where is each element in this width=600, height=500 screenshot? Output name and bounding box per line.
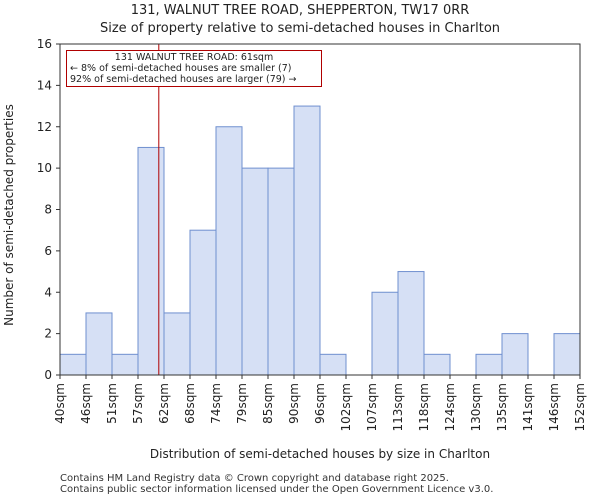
x-tick-label: 40sqm xyxy=(53,383,67,424)
histogram-bar xyxy=(293,105,321,376)
x-tick-label: 85sqm xyxy=(261,383,275,424)
x-tick-label: 146sqm xyxy=(547,383,561,431)
histogram-bar xyxy=(423,353,451,376)
x-tick-label: 79sqm xyxy=(235,383,249,424)
histogram-bar xyxy=(267,167,295,376)
x-tick-label: 130sqm xyxy=(469,383,483,431)
x-tick-label: 51sqm xyxy=(105,383,119,424)
y-tick-label: 16 xyxy=(37,37,52,51)
histogram-bar xyxy=(501,333,529,376)
chart-subtitle: Size of property relative to semi-detach… xyxy=(99,21,501,36)
y-axis-label: Number of semi-detached properties xyxy=(2,104,16,326)
histogram-bar xyxy=(553,333,581,376)
x-tick-label: 68sqm xyxy=(183,383,197,424)
annotation-smaller-share: ← 8% of semi-detached houses are smaller… xyxy=(70,63,292,74)
histogram-bar xyxy=(85,312,113,376)
histogram-bar xyxy=(241,167,269,376)
x-tick-label: 113sqm xyxy=(391,383,405,431)
y-tick-label: 0 xyxy=(44,368,52,382)
x-tick-label: 62sqm xyxy=(157,383,171,424)
x-tick-label: 102sqm xyxy=(339,383,353,431)
annotation-larger-share: 92% of semi-detached houses are larger (… xyxy=(70,74,297,85)
histogram-bar xyxy=(475,353,503,376)
x-tick-label: 141sqm xyxy=(521,383,535,431)
x-axis-label: Distribution of semi-detached houses by … xyxy=(150,447,490,461)
histogram-bar xyxy=(397,271,425,376)
x-tick-label: 118sqm xyxy=(417,383,431,431)
x-tick-label: 96sqm xyxy=(313,383,327,424)
property-annotation-box: 131 WALNUT TREE ROAD: 61sqm ← 8% of semi… xyxy=(66,50,322,87)
histogram-bar xyxy=(163,312,191,376)
histogram-bar xyxy=(111,353,139,376)
x-tick-label: 107sqm xyxy=(365,383,379,431)
y-tick-label: 12 xyxy=(37,120,52,134)
y-tick-label: 4 xyxy=(44,285,52,299)
x-tick-label: 57sqm xyxy=(131,383,145,424)
footer-licence: Contains public sector information licen… xyxy=(60,484,494,495)
histogram-bar xyxy=(137,146,165,376)
footer-copyright: Contains HM Land Registry data © Crown c… xyxy=(60,473,449,484)
y-tick-label: 2 xyxy=(44,327,52,341)
x-tick-label: 152sqm xyxy=(573,383,587,431)
x-tick-label: 135sqm xyxy=(495,383,509,431)
histogram-bar xyxy=(371,291,399,376)
y-tick-label: 8 xyxy=(44,203,52,217)
chart-title: 131, WALNUT TREE ROAD, SHEPPERTON, TW17 … xyxy=(130,3,470,18)
histogram-bar xyxy=(319,353,347,376)
annotation-property-size: 131 WALNUT TREE ROAD: 61sqm xyxy=(114,52,274,63)
histogram-bar xyxy=(59,353,87,376)
x-tick-label: 90sqm xyxy=(287,383,301,424)
x-tick-label: 46sqm xyxy=(79,383,93,424)
histogram-bar xyxy=(189,229,217,376)
x-tick-label: 74sqm xyxy=(209,383,223,424)
histogram-bar xyxy=(215,126,243,376)
y-tick-label: 14 xyxy=(37,78,52,92)
y-tick-label: 6 xyxy=(44,244,52,258)
x-tick-label: 124sqm xyxy=(443,383,457,431)
y-tick-label: 10 xyxy=(37,161,52,175)
